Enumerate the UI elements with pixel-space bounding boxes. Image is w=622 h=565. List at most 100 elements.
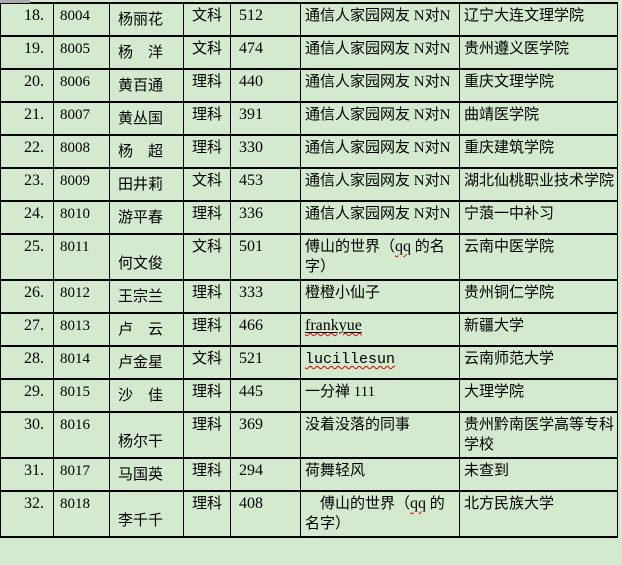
subject-cell: 理科 xyxy=(183,200,231,235)
subject-cell: 理科 xyxy=(183,101,231,136)
subject-cell: 文科 xyxy=(183,2,231,37)
row-number-cell: 27. xyxy=(0,312,54,347)
nickname-text: 橙橙小仙子 xyxy=(305,285,381,301)
student-name-cell: 田井莉 xyxy=(109,167,184,202)
table-row: 29. 8015 沙 佳理科 445 一分禅 111 大理学院 xyxy=(0,378,618,413)
school-cell: 北方民族大学 xyxy=(459,490,618,538)
nickname-cell: frankyue xyxy=(300,312,460,347)
nickname-text: 通信人家园网友 N对N xyxy=(305,8,451,24)
school-cell: 未查到 xyxy=(459,457,618,492)
student-name-cell: 卢金星 xyxy=(109,345,184,380)
nickname-text: 通信人家园网友 N对N xyxy=(305,74,451,90)
nickname-cell: 橙橙小仙子 xyxy=(300,279,460,314)
nickname-cell: 通信人家园网友 N对N xyxy=(300,200,460,235)
table-row: 27. 8013 卢 云理科 466 frankyue 新疆大学 xyxy=(0,312,618,347)
school-cell: 云南中医学院 xyxy=(459,233,618,281)
table-row: 22. 8008 杨 超理科 330 通信人家园网友 N对N 重庆建筑学院 xyxy=(0,134,618,169)
row-number-cell: 30. xyxy=(0,411,54,459)
table-row: 23. 8009 田井莉 文科 453 通信人家园网友 N对N 湖北仙桃职业技术学院 xyxy=(0,167,618,202)
row-number-cell: 28. xyxy=(0,345,54,380)
subject-cell: 理科 xyxy=(183,279,231,314)
nickname-cell: 一分禅 111 xyxy=(300,378,460,413)
nickname-text: 荷舞轻风 xyxy=(305,463,366,479)
school-cell: 湖北仙桃职业技术学院 xyxy=(459,167,618,202)
table-row: 32. 8018 李千千 理科 408 傅山的世界（qq 的名字） 北方民族大学 xyxy=(0,490,618,538)
student-id-cell: 8007 xyxy=(53,101,110,136)
row-number-cell: 20. xyxy=(0,68,54,103)
score-cell: 440 xyxy=(230,68,301,103)
nickname-link[interactable]: frankyue xyxy=(305,317,362,334)
school-cell: 重庆建筑学院 xyxy=(459,134,618,169)
nickname-text: 一分禅 111 xyxy=(305,384,376,400)
table-body: 18. 8004 杨丽花 文科 512 通信人家园网友 N对N 辽宁大连文理学院 19. 800… xyxy=(0,2,618,538)
student-id-cell: 8005 xyxy=(53,35,110,70)
nickname-text: 通信人家园网友 N对N xyxy=(305,107,451,123)
nickname-cell: 傅山的世界（qq 的名字） xyxy=(300,233,460,281)
student-id-cell: 8006 xyxy=(53,68,110,103)
subject-cell: 文科 xyxy=(183,345,231,380)
student-id-cell: 8011 xyxy=(53,233,110,281)
student-name-cell: 沙 佳 xyxy=(109,378,184,413)
student-id-cell: 8014 xyxy=(53,345,110,380)
table-row: 28. 8014 卢金星 文科 521 lucillesun 云南师范大学 xyxy=(0,345,618,380)
score-cell: 512 xyxy=(230,2,301,37)
nickname-cell: 通信人家园网友 N对N xyxy=(300,101,460,136)
nickname-text: 傅山的世界（ xyxy=(305,239,396,255)
score-cell: 333 xyxy=(230,279,301,314)
screen-edge-artifact xyxy=(0,0,30,3)
row-number-cell: 25. xyxy=(0,233,54,281)
nickname-cell: 傅山的世界（qq 的名字） xyxy=(300,490,460,538)
nickname-cell: 通信人家园网友 N对N xyxy=(300,134,460,169)
subject-cell: 理科 xyxy=(183,411,231,459)
student-name-cell: 黄丛国 xyxy=(109,101,184,136)
score-cell: 408 xyxy=(230,490,301,538)
subject-cell: 理科 xyxy=(183,134,231,169)
score-cell: 501 xyxy=(230,233,301,281)
nickname-text: 通信人家园网友 N对N xyxy=(305,206,451,222)
subject-cell: 理科 xyxy=(183,457,231,492)
subject-cell: 理科 xyxy=(183,490,231,538)
student-name-cell: 杨 洋 xyxy=(109,35,184,70)
table-row: 31. 8017 马国英 理科 294 荷舞轻风 未查到 xyxy=(0,457,618,492)
table-row: 20. 8006 黄百通 理科 440 通信人家园网友 N对N 重庆文理学院 xyxy=(0,68,618,103)
school-cell: 辽宁大连文理学院 xyxy=(459,2,618,37)
row-number-cell: 19. xyxy=(0,35,54,70)
nickname-text: qq xyxy=(395,238,412,255)
row-number-cell: 29. xyxy=(0,378,54,413)
school-cell: 云南师范大学 xyxy=(459,345,618,380)
score-cell: 336 xyxy=(230,200,301,235)
student-name-cell: 何文俊 xyxy=(109,233,184,281)
school-cell: 曲靖医学院 xyxy=(459,101,618,136)
school-cell: 重庆文理学院 xyxy=(459,68,618,103)
score-cell: 391 xyxy=(230,101,301,136)
nickname-text: frankyue xyxy=(305,317,362,334)
nickname-cell: 没着没落的同事 xyxy=(300,411,460,459)
student-name-cell: 卢 云 xyxy=(109,312,184,347)
table-row: 21. 8007 黄丛国 理科 391 通信人家园网友 N对N 曲靖医学院 xyxy=(0,101,618,136)
student-id-cell: 8008 xyxy=(53,134,110,169)
nickname-cell: 通信人家园网友 N对N xyxy=(300,167,460,202)
student-name-cell: 王宗兰 xyxy=(109,279,184,314)
student-name-cell: 杨尔干 xyxy=(109,411,184,459)
school-cell: 宁蒗一中补习 xyxy=(459,200,618,235)
school-cell: 贵州黔南医学高等专科学校 xyxy=(459,411,618,459)
nickname-cell: 通信人家园网友 N对N xyxy=(300,68,460,103)
subject-cell: 理科 xyxy=(183,68,231,103)
row-number-cell: 21. xyxy=(0,101,54,136)
table-row: 30. 8016 杨尔干 理科 369 没着没落的同事 贵州黔南医学高等专科学校 xyxy=(0,411,618,459)
student-id-cell: 8016 xyxy=(53,411,110,459)
row-number-cell: 23. xyxy=(0,167,54,202)
student-id-cell: 8018 xyxy=(53,490,110,538)
score-table: 18. 8004 杨丽花 文科 512 通信人家园网友 N对N 辽宁大连文理学院 19. 800… xyxy=(0,2,618,538)
score-cell: 474 xyxy=(230,35,301,70)
nickname-text: 通信人家园网友 N对N xyxy=(305,173,451,189)
nickname-cell: 通信人家园网友 N对N xyxy=(300,35,460,70)
student-id-cell: 8004 xyxy=(53,2,110,37)
student-name-cell: 杨 超 xyxy=(109,134,184,169)
nickname-cell: lucillesun xyxy=(300,345,460,380)
row-number-cell: 31. xyxy=(0,457,54,492)
student-name-cell: 杨丽花 xyxy=(109,2,184,37)
subject-cell: 文科 xyxy=(183,233,231,281)
table-row: 24. 8010 游平春 理科 336 通信人家园网友 N对N 宁蒗一中补习 xyxy=(0,200,618,235)
school-cell: 贵州铜仁学院 xyxy=(459,279,618,314)
